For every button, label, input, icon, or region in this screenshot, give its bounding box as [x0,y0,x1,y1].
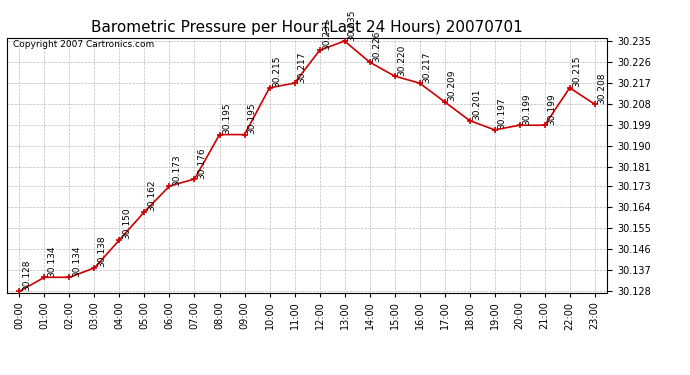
Text: 30.134: 30.134 [47,245,56,277]
Text: 30.138: 30.138 [97,236,106,267]
Text: 30.231: 30.231 [322,18,331,50]
Text: 30.195: 30.195 [247,102,256,134]
Text: 30.162: 30.162 [147,180,156,212]
Text: 30.199: 30.199 [522,93,531,125]
Text: 30.173: 30.173 [172,154,181,186]
Text: 30.195: 30.195 [222,102,231,134]
Text: 30.220: 30.220 [397,44,406,76]
Text: 30.150: 30.150 [122,208,131,239]
Title: Barometric Pressure per Hour (Last 24 Hours) 20070701: Barometric Pressure per Hour (Last 24 Ho… [91,20,523,35]
Text: 30.134: 30.134 [72,245,81,277]
Text: 30.235: 30.235 [347,9,356,40]
Text: 30.209: 30.209 [447,70,456,101]
Text: 30.208: 30.208 [598,72,607,104]
Text: Copyright 2007 Cartronics.com: Copyright 2007 Cartronics.com [13,40,154,49]
Text: 30.201: 30.201 [472,88,481,120]
Text: 30.217: 30.217 [297,51,306,82]
Text: 30.215: 30.215 [272,56,281,87]
Text: 30.197: 30.197 [497,98,506,129]
Text: 30.199: 30.199 [547,93,556,125]
Text: 30.217: 30.217 [422,51,431,82]
Text: 30.215: 30.215 [572,56,581,87]
Text: 30.176: 30.176 [197,147,206,178]
Text: 30.128: 30.128 [22,260,31,291]
Text: 30.226: 30.226 [372,30,381,62]
